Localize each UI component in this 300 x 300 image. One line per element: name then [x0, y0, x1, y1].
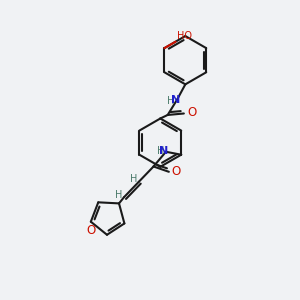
Text: O: O — [87, 224, 96, 237]
Text: O: O — [172, 165, 181, 178]
Text: HO: HO — [177, 31, 192, 41]
Text: O: O — [188, 106, 197, 119]
Text: N: N — [159, 146, 168, 156]
Text: H: H — [116, 190, 123, 200]
Text: H: H — [157, 146, 164, 156]
Text: H: H — [130, 174, 137, 184]
Text: H: H — [167, 95, 174, 106]
Text: N: N — [171, 94, 180, 105]
